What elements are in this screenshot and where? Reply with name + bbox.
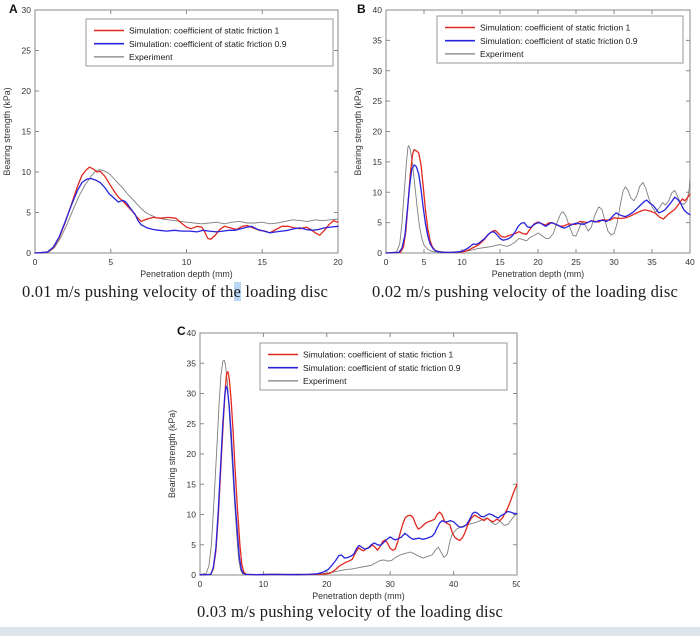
series-line-experiment — [385, 145, 691, 254]
x-tick-label: 10 — [182, 257, 192, 267]
y-tick-label: 10 — [187, 510, 197, 520]
tick-labels: 0 5 10 15 20 0 5 10 15 20 25 30 — [22, 5, 343, 267]
legend-label-sim-friction-1: Simulation: coefficient of static fricti… — [480, 23, 631, 33]
y-tick-label: 20 — [187, 449, 197, 459]
caption-panel-c: 0.03 m/s pushing velocity of the loading… — [0, 602, 700, 622]
x-axis-label: Penetration depth (mm) — [312, 591, 404, 601]
series-line-sim-friction-1 — [199, 371, 518, 576]
caption-panel-a: 0.01 m/s pushing velocity of the loading… — [0, 282, 350, 302]
y-tick-label: 40 — [187, 328, 197, 338]
x-tick-label: 0 — [198, 579, 203, 589]
y-axis-label: Bearing strength (kPa) — [353, 87, 363, 175]
series-line-sim-friction-1 — [385, 149, 691, 254]
y-tick-label: 0 — [377, 248, 382, 258]
legend-label-experiment: Experiment — [480, 49, 524, 59]
legend: Simulation: coefficient of static fricti… — [259, 342, 508, 391]
y-tick-label: 5 — [26, 208, 31, 218]
legend-box — [259, 342, 508, 391]
y-tick-label: 5 — [377, 218, 382, 228]
series-line-experiment — [34, 169, 339, 254]
x-axis-label: Penetration depth (mm) — [492, 269, 584, 279]
panel-label-b: B — [357, 2, 366, 16]
y-tick-label: 35 — [373, 35, 383, 45]
tick-labels: 0 5 10 15 20 25 30 35 40 0 5 10 15 20 25 30 35 40 — [373, 5, 695, 267]
caption-panel-b: 0.02 m/s pushing velocity of the loading… — [350, 282, 700, 302]
series-line-sim-friction-09 — [199, 385, 518, 576]
x-tick-label: 40 — [685, 257, 695, 267]
x-tick-label: 15 — [495, 257, 505, 267]
legend-label-sim-friction-09: Simulation: coefficient of static fricti… — [480, 36, 638, 46]
caption-b-text: 0.02 m/s pushing velocity of the loading… — [372, 282, 678, 301]
legend-box — [436, 15, 684, 64]
legend: Simulation: coefficient of static fricti… — [85, 18, 334, 67]
series-line-sim-friction-09 — [34, 177, 339, 254]
x-tick-label: 5 — [422, 257, 427, 267]
x-tick-label: 5 — [108, 257, 113, 267]
y-tick-label: 10 — [373, 187, 383, 197]
legend-label-sim-friction-09: Simulation: coefficient of static fricti… — [303, 363, 461, 373]
legend-label-sim-friction-1: Simulation: coefficient of static fricti… — [303, 350, 454, 360]
chart-C: 0 10 20 30 40 50 0 5 10 15 20 25 30 35 40 Penetration d… — [167, 324, 520, 601]
y-tick-label: 15 — [22, 127, 32, 137]
y-tick-label: 5 — [191, 540, 196, 550]
bottom-bar — [0, 627, 700, 636]
y-axis-label: Bearing strength (kPa) — [167, 410, 177, 498]
x-tick-label: 20 — [322, 579, 332, 589]
legend-label-sim-friction-1: Simulation: coefficient of static fricti… — [129, 26, 280, 36]
axis-ticks — [385, 9, 691, 254]
axis-ticks — [199, 332, 518, 576]
caption-c-text: 0.03 m/s pushing velocity of the loading… — [197, 602, 503, 621]
x-tick-label: 10 — [259, 579, 269, 589]
y-tick-label: 0 — [26, 248, 31, 258]
panel-label-a: A — [9, 2, 18, 16]
x-tick-label: 20 — [533, 257, 543, 267]
x-tick-label: 30 — [385, 579, 395, 589]
x-tick-label: 25 — [571, 257, 581, 267]
x-tick-label: 50 — [512, 579, 520, 589]
x-tick-label: 0 — [384, 257, 389, 267]
y-tick-label: 30 — [22, 5, 32, 15]
y-tick-label: 0 — [191, 570, 196, 580]
caption-a-pre: 0.01 m/s pushing velocity of th — [22, 282, 234, 301]
x-tick-label: 15 — [258, 257, 268, 267]
legend-label-experiment: Experiment — [129, 52, 173, 62]
chart-B: 0 5 10 15 20 25 30 35 40 0 5 10 15 20 25 30 35 40 Penetrat… — [353, 2, 695, 279]
y-tick-label: 25 — [373, 96, 383, 106]
y-tick-label: 20 — [22, 86, 32, 96]
y-tick-label: 15 — [187, 479, 197, 489]
tick-labels: 0 10 20 30 40 50 0 5 10 15 20 25 30 35 40 — [187, 328, 520, 589]
x-tick-label: 20 — [333, 257, 343, 267]
legend: Simulation: coefficient of static fricti… — [436, 15, 684, 64]
y-tick-label: 30 — [187, 389, 197, 399]
y-tick-label: 10 — [22, 167, 32, 177]
caption-a-post: loading disc — [241, 282, 328, 301]
legend-label-experiment: Experiment — [303, 376, 347, 386]
legend-box — [85, 18, 334, 67]
legend-label-sim-friction-09: Simulation: coefficient of static fricti… — [129, 39, 287, 49]
series-line-sim-friction-09 — [385, 164, 691, 254]
x-tick-label: 30 — [609, 257, 619, 267]
y-tick-label: 25 — [187, 419, 197, 429]
y-axis-label: Bearing strength (kPa) — [2, 87, 12, 175]
axis-ticks — [34, 9, 339, 254]
x-tick-label: 40 — [449, 579, 459, 589]
y-tick-label: 40 — [373, 5, 383, 15]
y-tick-label: 20 — [373, 127, 383, 137]
x-tick-label: 35 — [647, 257, 657, 267]
y-tick-label: 15 — [373, 157, 383, 167]
x-axis-label: Penetration depth (mm) — [140, 269, 232, 279]
y-tick-label: 35 — [187, 358, 197, 368]
y-tick-label: 30 — [373, 66, 383, 76]
chart-A: 0 5 10 15 20 0 5 10 15 20 25 30 Penetration depth (m… — [2, 2, 343, 279]
x-tick-label: 0 — [33, 257, 38, 267]
series-line-sim-friction-1 — [34, 166, 339, 254]
y-tick-label: 25 — [22, 46, 32, 56]
panel-label-c: C — [177, 324, 186, 338]
caption-a-highlighted-text: e — [233, 282, 242, 301]
x-tick-label: 10 — [457, 257, 467, 267]
